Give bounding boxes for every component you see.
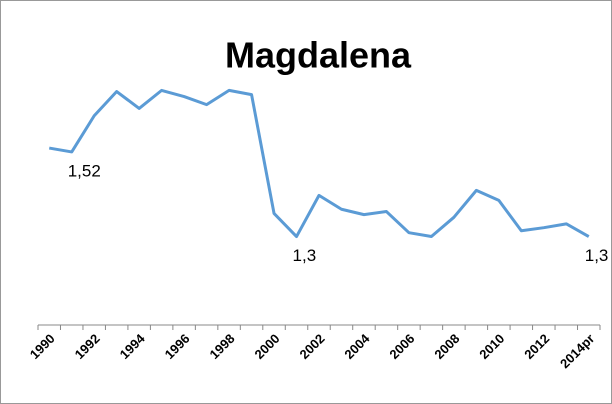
chart-title: Magdalena — [225, 35, 412, 76]
data-label: 1,3 — [585, 246, 609, 265]
data-label: 1,3 — [293, 246, 317, 265]
line — [48, 88, 590, 239]
data-label: 1,52 — [68, 161, 101, 180]
